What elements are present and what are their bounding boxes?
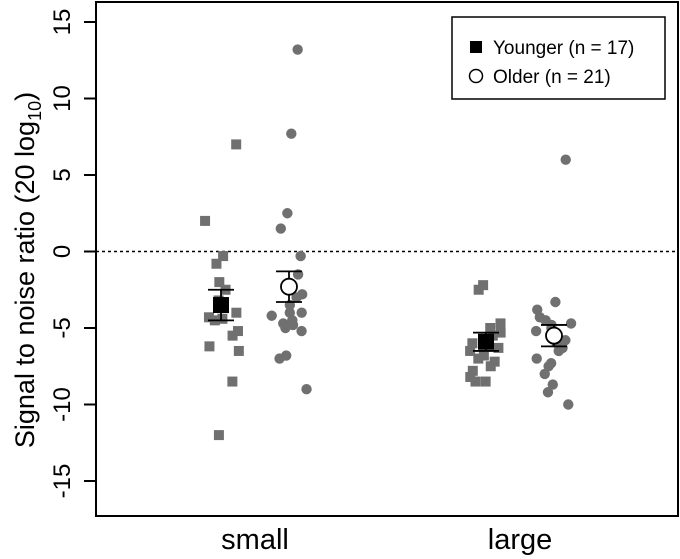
data-point-younger [493, 342, 504, 353]
data-point-older [296, 325, 307, 337]
y-tick-label: -5 [49, 317, 76, 338]
data-point-older [543, 361, 554, 372]
data-point-younger [467, 365, 478, 376]
data-point-younger [480, 376, 491, 387]
data-point-older [274, 353, 285, 364]
data-point-older [542, 387, 554, 398]
data-point-younger [204, 341, 215, 352]
mean-marker-younger [213, 297, 229, 314]
data-point-younger [203, 312, 214, 323]
legend-symbol-younger [470, 41, 482, 53]
legend: Younger (n = 17) Older (n = 21) [451, 16, 666, 100]
data-point-older [563, 399, 574, 410]
axes-group: 15 10 5 0 -5 -10 -15 small large [49, 1, 679, 556]
data-point-older [560, 154, 571, 165]
data-point-older [266, 310, 277, 321]
legend-label: Older (n = 21) [493, 67, 611, 88]
data-point-older [550, 296, 561, 308]
data-point-younger [217, 313, 228, 324]
data-point-younger [211, 258, 222, 269]
data-point-older [286, 128, 297, 139]
data-point-older [296, 289, 308, 300]
data-point-older [547, 379, 558, 390]
data-point-older [560, 335, 571, 346]
y-tick-label: 0 [49, 245, 76, 258]
x-category-label: small [221, 524, 289, 556]
y-axis-label: Signal to noise ratio (20 log10) [10, 92, 45, 448]
mean-marker-older [545, 326, 563, 345]
data-point-older [282, 208, 293, 219]
data-point-younger [218, 251, 229, 262]
means-group [208, 270, 567, 352]
data-point-younger [232, 326, 243, 337]
data-point-older [565, 318, 577, 329]
data-point-older [295, 250, 306, 262]
data-point-younger [231, 307, 242, 318]
points-group [200, 44, 577, 441]
data-point-older [553, 345, 564, 357]
data-point-younger [495, 318, 506, 329]
data-point-younger [467, 338, 478, 349]
data-point-older [301, 384, 312, 395]
data-point-younger [233, 345, 244, 356]
data-point-younger [470, 376, 481, 387]
data-point-older [275, 223, 287, 234]
legend-symbol-older [468, 68, 484, 84]
data-point-younger [227, 376, 238, 387]
data-point-younger [485, 361, 496, 372]
data-point-younger [495, 327, 506, 338]
legend-label: Younger (n = 17) [493, 38, 634, 59]
plot-frame [95, 1, 679, 517]
data-point-younger [478, 350, 489, 361]
data-point-younger [485, 323, 496, 333]
data-point-older [539, 368, 550, 380]
data-point-younger [214, 277, 225, 288]
data-point-older [296, 307, 307, 318]
data-point-younger [231, 139, 242, 150]
data-point-younger [213, 430, 224, 441]
data-point-younger [465, 371, 476, 382]
data-point-older [530, 325, 542, 337]
y-tick-label: 5 [49, 168, 76, 181]
y-tick-label: -15 [49, 464, 76, 499]
data-point-older [278, 318, 289, 329]
data-point-younger [473, 284, 484, 295]
y-tick-label: 10 [49, 85, 76, 112]
data-point-younger [465, 345, 476, 356]
y-tick-label: 15 [49, 9, 76, 36]
mean-marker-younger [478, 333, 494, 350]
x-category-label: large [488, 524, 553, 556]
y-tick-label: -10 [49, 387, 76, 422]
data-point-older [292, 44, 303, 55]
data-point-younger [473, 353, 484, 364]
data-point-older [531, 353, 542, 364]
mean-marker-older [280, 277, 298, 296]
data-point-younger [200, 215, 211, 226]
legend-box [451, 16, 666, 100]
data-point-younger [227, 330, 238, 341]
